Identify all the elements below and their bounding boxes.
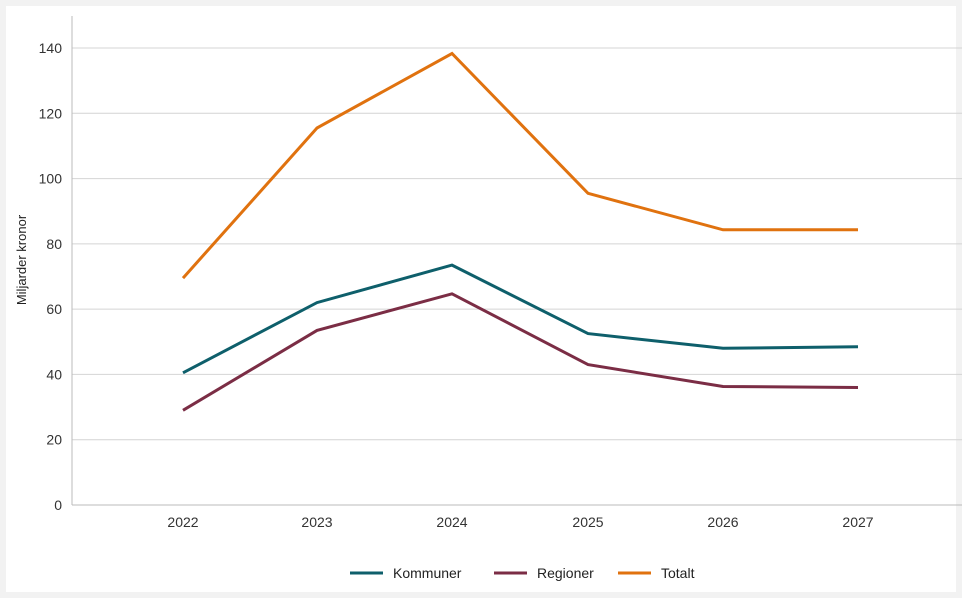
legend-item-kommuner: Kommuner xyxy=(350,565,462,581)
legend-label: Kommuner xyxy=(393,565,462,581)
legend: Kommuner Regioner Totalt xyxy=(350,565,695,581)
y-tick-label: 120 xyxy=(39,105,63,121)
x-tick-label: 2027 xyxy=(842,514,873,530)
y-tick-label: 140 xyxy=(39,40,63,56)
y-tick-label: 100 xyxy=(39,171,63,187)
legend-item-totalt: Totalt xyxy=(618,565,695,581)
legend-label: Totalt xyxy=(661,565,695,581)
series-line-totalt xyxy=(181,51,858,280)
y-tick-label: 0 xyxy=(54,497,62,513)
x-tick-labels: 2022 2023 2024 2025 2026 2027 xyxy=(167,514,873,530)
series-lines xyxy=(181,51,859,412)
chart-frame xyxy=(6,6,956,592)
y-axis-title: Miljarder kronor xyxy=(14,214,29,305)
x-tick-label: 2025 xyxy=(572,514,603,530)
legend-label: Regioner xyxy=(537,565,594,581)
x-tick-label: 2026 xyxy=(707,514,738,530)
y-tick-label: 20 xyxy=(46,432,62,448)
y-tick-label: 60 xyxy=(46,301,62,317)
x-tick-label: 2023 xyxy=(301,514,332,530)
series-line-kommuner xyxy=(182,263,859,375)
y-tick-label: 80 xyxy=(46,236,62,252)
series-line-regioner xyxy=(182,292,859,412)
y-tick-labels: 0 20 40 60 80 100 120 140 xyxy=(39,40,63,513)
y-tick-label: 40 xyxy=(46,366,62,382)
x-tick-label: 2022 xyxy=(167,514,198,530)
x-tick-label: 2024 xyxy=(436,514,467,530)
legend-item-regioner: Regioner xyxy=(494,565,594,581)
gridlines xyxy=(71,16,962,506)
